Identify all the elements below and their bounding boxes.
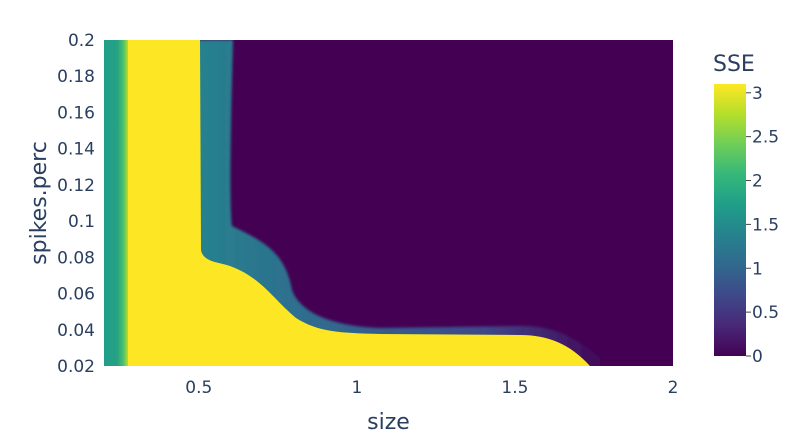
x-tick-label: 0.5	[185, 378, 212, 398]
y-axis-ticks: 0.02 0.04 0.06 0.08 0.1 0.12 0.14 0.16 0.18 0.2	[57, 31, 95, 377]
x-tick-label: 1	[351, 378, 362, 398]
y-tick-label: 0.04	[57, 321, 95, 341]
x-tick-label: 2	[668, 378, 679, 398]
y-tick-label: 0.14	[57, 140, 95, 160]
colorbar-bar	[714, 84, 746, 356]
heatmap-high-sse-region	[104, 40, 590, 366]
y-tick-label: 0.18	[57, 67, 95, 87]
y-tick-label: 0.1	[68, 212, 95, 232]
colorbar-tick-label: 1	[752, 259, 763, 279]
y-tick-label: 0.06	[57, 285, 95, 305]
colorbar-tick-label: 1.5	[752, 215, 779, 235]
y-tick-label: 0.12	[57, 176, 95, 196]
colorbar-tick-label: 0.5	[752, 303, 779, 323]
y-tick-label: 0.16	[57, 103, 95, 123]
colorbar: SSE 0 0.5 1 1.5 2 2.5 3	[713, 52, 779, 367]
colorbar-tick-label: 2.5	[752, 128, 779, 148]
colorbar-tick-label: 3	[752, 84, 763, 104]
y-tick-label: 0.08	[57, 248, 95, 268]
plot-area	[104, 40, 673, 366]
colorbar-tick-label: 2	[752, 172, 763, 192]
heatmap-left-strip	[104, 40, 128, 366]
colorbar-title: SSE	[713, 52, 755, 77]
y-axis-title: spikes.perc	[27, 141, 52, 265]
colorbar-tick-label: 0	[752, 347, 763, 367]
y-tick-label: 0.2	[68, 31, 95, 51]
x-axis-ticks: 0.5 1 1.5 2	[185, 378, 678, 398]
colorbar-ticks: 0 0.5 1 1.5 2 2.5 3	[746, 84, 779, 367]
x-axis-title: size	[367, 410, 410, 435]
y-tick-label: 0.02	[57, 357, 95, 377]
x-tick-label: 1.5	[501, 378, 528, 398]
